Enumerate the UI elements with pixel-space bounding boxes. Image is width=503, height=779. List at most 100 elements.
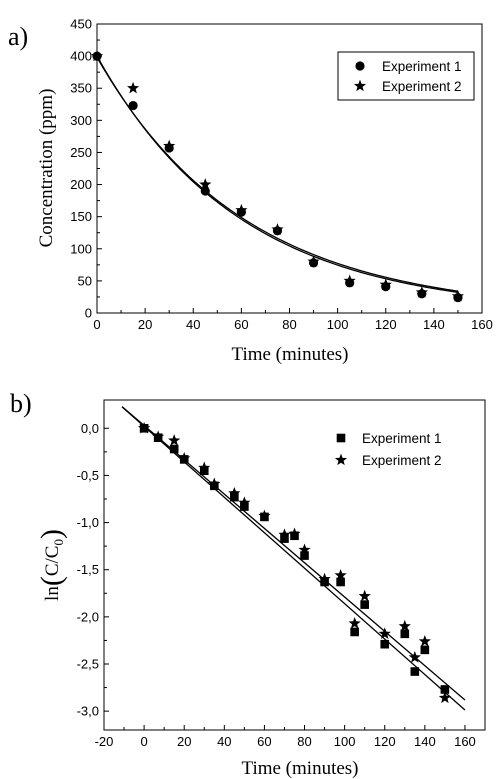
panel-b-series-2-point (208, 477, 221, 490)
panel-b-series-1-point (300, 551, 309, 560)
panel-b-x-tick-label: 60 (257, 734, 271, 749)
panel-a-y-axis-title: Concentration (ppm) (36, 89, 57, 248)
panel-a-series-2-point (163, 139, 176, 152)
panel-b-series-2-point (288, 527, 301, 540)
panel-a-x-tick-label: 20 (138, 317, 152, 332)
panel-a-series-1-point (200, 186, 210, 196)
panel-b-series-1-point (400, 629, 410, 639)
panel-a-legend-box (337, 51, 475, 101)
panel-b-legend: Experiment 1 Experiment 2 (334, 431, 442, 468)
panel-b-ticks: -20 0 20 40 60 80 100 120 140 160 0,0 -0,5 -1,0 -1,5 -… (77, 421, 476, 749)
panel-b-series-2-point (258, 509, 271, 522)
panel-b-label: b) (10, 389, 32, 418)
panel-b-series-1-point (169, 444, 179, 454)
panel-b-y-tick-label: -2,0 (77, 609, 99, 624)
panel-a-y-tick-label: 250 (70, 145, 92, 160)
panel-a-x-tick-label: 60 (234, 317, 248, 332)
panel-b: b) -20 0 20 40 60 80 100 120 140 160 0,0 -0,5 -1,0 -1… (10, 389, 486, 779)
panel-b-x-tick-label: 100 (334, 734, 356, 749)
panel-b-series-2-point (378, 627, 391, 640)
panel-b-x-tick-label: 140 (414, 734, 436, 749)
panel-b-fit-lines (121, 406, 466, 711)
panel-a-series-2-point (415, 286, 428, 298)
panel-a-legend-label-2: Experiment 2 (382, 79, 462, 94)
panel-b-x-tick-label: 160 (454, 734, 476, 749)
panel-b-y-tick-label: 0,0 (81, 421, 99, 436)
panel-a: a) 0 20 40 60 80 100 120 140 160 0 50 100 150 200 250 3… (8, 17, 493, 366)
panel-b-legend-marks (334, 433, 348, 466)
panel-a-legend-marker-2 (353, 79, 367, 92)
panel-b-y-tick-label: -1,5 (77, 562, 99, 577)
panel-b-x-tick-label: 120 (374, 734, 396, 749)
panel-a-y-tick-label: 350 (70, 81, 92, 96)
panel-b-y-axis-title-text: ln(C/C0) (35, 529, 68, 601)
panel-a-series-2-point (235, 203, 248, 216)
panel-a-series-2-point (379, 278, 392, 290)
panel-b-series-1-point (350, 627, 359, 637)
panel-b-y-tick-label: -1,0 (77, 515, 99, 530)
panel-b-series-1-point (420, 645, 430, 655)
panel-a-series-2-point (90, 49, 104, 62)
panel-b-series-2-point (198, 461, 211, 474)
panel-b-legend-label-2: Experiment 2 (362, 453, 442, 468)
panel-b-series-1-point (240, 502, 249, 511)
panel-a-legend-marker-1 (355, 61, 365, 71)
panel-a-x-tick-label: 160 (471, 317, 493, 332)
panel-a-y-tick-label: 200 (70, 177, 92, 192)
panel-a-legend: Experiment 1 Experiment 2 (337, 51, 475, 101)
panel-b-series-2-point (178, 452, 191, 464)
panel-b-series-1-point (320, 577, 329, 587)
panel-a-data-points (90, 49, 465, 303)
panel-b-series-2-point (438, 691, 451, 704)
panel-b-series-2-point (398, 619, 411, 632)
panel-b-series-1-point (280, 534, 289, 543)
panel-b-fit-line-1 (121, 406, 466, 711)
panel-a-series-1-point (128, 100, 138, 111)
panel-a-label: a) (8, 22, 28, 51)
panel-b-series-1-point (380, 639, 390, 649)
panel-b-y-tick-label: -0,5 (77, 468, 99, 483)
panel-b-y-tick-label: -2,5 (77, 657, 99, 672)
panel-b-x-tick-label: 80 (297, 734, 311, 749)
panel-a-legend-label-1: Experiment 1 (382, 59, 462, 74)
panel-a-y-tick-label: 50 (78, 273, 92, 288)
panel-a-fit-curve-2 (96, 57, 459, 292)
panel-a-y-tick-label: 400 (70, 49, 92, 64)
panel-b-x-tick-label: 40 (217, 734, 231, 749)
panel-b-x-axis-title: Time (minutes) (242, 758, 359, 779)
panel-b-series-2-point (168, 434, 181, 446)
panel-b-series-2-point (418, 634, 431, 647)
panel-a-series-2-point (199, 178, 212, 190)
panel-b-series-1-point (410, 667, 420, 676)
panel-b-series-2-point (278, 528, 291, 541)
panel-a-ticks: 0 20 40 60 80 100 120 140 160 0 50 100 150 200 250 300 3… (70, 17, 493, 333)
panel-a-legend-marks (353, 61, 367, 92)
panel-a-y-tick-label: 100 (70, 241, 92, 256)
panel-b-series-2-point (408, 651, 421, 663)
panel-a-x-tick-label: 40 (186, 317, 200, 332)
panel-b-legend-label-1: Experiment 1 (362, 431, 442, 446)
panel-a-series-2-point (343, 274, 356, 287)
panel-b-x-tick-label: -20 (95, 734, 114, 749)
panel-b-series-1-point (199, 466, 209, 476)
panel-b-series-1-point (360, 600, 369, 609)
panel-b-series-2-point (348, 617, 361, 629)
panel-a-fit-curves (96, 55, 459, 293)
panel-b-series-2-point (152, 430, 165, 442)
panel-b-series-1-point (336, 577, 345, 587)
panel-a-x-tick-label: 80 (282, 317, 296, 332)
panel-a-x-tick-label: 0 (93, 317, 100, 332)
panel-b-series-2-point (138, 421, 151, 434)
panel-a-series-2-point (271, 223, 284, 235)
panel-a-x-axis-title: Time (minutes) (232, 344, 349, 365)
panel-b-series-2-point (318, 572, 331, 585)
panel-a-x-tick-label: 120 (375, 317, 397, 332)
panel-a-y-tick-label: 0 (85, 306, 92, 321)
panel-b-series-2-point (228, 486, 241, 499)
panel-b-series-2-point (334, 568, 347, 581)
panel-a-y-tick-label: 450 (70, 17, 92, 32)
panel-b-x-tick-label: 20 (177, 734, 191, 749)
panel-a-series-2-point (127, 81, 140, 94)
panel-b-series-2-point (298, 543, 311, 556)
panel-a-x-tick-label: 100 (327, 317, 349, 332)
